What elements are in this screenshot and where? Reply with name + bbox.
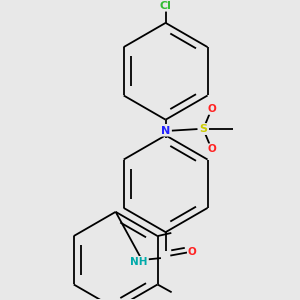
Text: Cl: Cl [160,1,172,11]
Text: S: S [199,124,207,134]
Text: O: O [188,248,197,257]
Text: NH: NH [130,257,148,267]
Text: N: N [161,126,170,136]
Text: O: O [208,144,216,154]
Text: O: O [208,104,216,114]
